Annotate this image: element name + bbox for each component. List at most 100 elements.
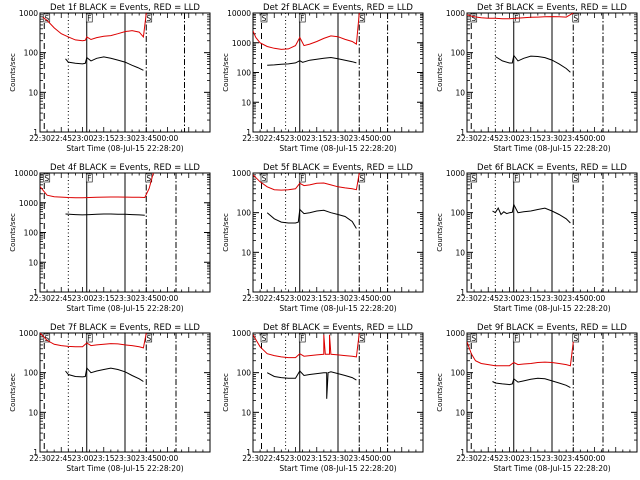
y-tick-label: 100 bbox=[237, 369, 252, 378]
flag-label: S bbox=[359, 14, 364, 23]
x-tick-label: 23:30 bbox=[327, 134, 349, 143]
series-line-events bbox=[267, 56, 357, 66]
x-tick-label: 00:00 bbox=[157, 134, 179, 143]
x-tick-label: 23:15 bbox=[306, 134, 328, 143]
y-tick-label: 1000 bbox=[19, 9, 38, 18]
y-tick-label: 100 bbox=[24, 229, 39, 238]
detector-panel-1: Det 1f BLACK = Events, RED = LLD 1 10 100 10… bbox=[9, 3, 211, 153]
y-tick-label: 1 bbox=[246, 448, 251, 457]
y-tick-label: 100 bbox=[237, 69, 252, 78]
y-tick-label: 1000 bbox=[19, 329, 38, 338]
x-tick-label: 22:45 bbox=[263, 294, 285, 303]
x-tick-label: 23:45 bbox=[562, 134, 584, 143]
x-tick-label: 23:15 bbox=[520, 454, 542, 463]
flag-box bbox=[260, 333, 268, 343]
x-axis-label: Start Time (08-Jul-15 22:28:20) bbox=[279, 144, 396, 153]
x-axis-label: Start Time (08-Jul-15 22:28:20) bbox=[66, 464, 183, 473]
flag-box bbox=[260, 173, 268, 183]
flag-label: S bbox=[146, 334, 151, 343]
x-tick-label: 23:15 bbox=[520, 294, 542, 303]
x-tick-label: 23:00 bbox=[499, 294, 521, 303]
y-tick-label: 1000 bbox=[232, 329, 251, 338]
flag-label: S bbox=[44, 334, 49, 343]
y-tick-label: 1000 bbox=[446, 329, 465, 338]
y-tick-label: 1 bbox=[460, 288, 465, 297]
series-line-events bbox=[266, 208, 357, 229]
x-tick-label: 23:45 bbox=[562, 294, 584, 303]
flag-label: S bbox=[44, 174, 49, 183]
flag-label: F bbox=[87, 174, 91, 183]
y-tick-label: 100 bbox=[24, 369, 39, 378]
flag-label: F bbox=[514, 334, 518, 343]
y-axis-label: Counts/sec bbox=[436, 373, 444, 412]
x-tick-label: 23:00 bbox=[72, 134, 94, 143]
series-line-lld bbox=[40, 173, 154, 199]
x-tick-label: 23:45 bbox=[348, 134, 370, 143]
x-tick-label: 22:45 bbox=[50, 134, 72, 143]
x-tick-label: 23:30 bbox=[114, 454, 136, 463]
x-tick-label: 23:30 bbox=[541, 294, 563, 303]
detector-panel-4: Det 4f BLACK = Events, RED = LLD 1 10 100 10… bbox=[9, 163, 211, 313]
flag-box bbox=[512, 333, 520, 343]
x-tick-label: 23:15 bbox=[520, 134, 542, 143]
series-line-lld bbox=[253, 173, 360, 191]
series-line-events bbox=[65, 213, 145, 216]
x-tick-label: 23:45 bbox=[135, 134, 157, 143]
panel-title: Det 5f BLACK = Events, RED = LLD bbox=[263, 163, 413, 173]
x-tick-label: 22:30 bbox=[456, 294, 478, 303]
x-tick-label: 22:30 bbox=[242, 454, 264, 463]
y-tick-label: 1000 bbox=[19, 199, 38, 208]
detector-panel-5: Det 5f BLACK = Events, RED = LLD 1 10 100 10… bbox=[222, 163, 424, 313]
x-tick-label: 22:30 bbox=[29, 134, 51, 143]
x-tick-label: 23:15 bbox=[306, 454, 328, 463]
series-line-events bbox=[65, 367, 144, 382]
flag-box bbox=[470, 173, 478, 183]
flag-label: S bbox=[359, 174, 364, 183]
x-tick-label: 23:30 bbox=[541, 454, 563, 463]
x-tick-label: 23:45 bbox=[348, 294, 370, 303]
series-line-lld bbox=[253, 333, 360, 359]
y-tick-label: 1 bbox=[246, 288, 251, 297]
y-axis-label: Counts/sec bbox=[9, 213, 17, 252]
detector-panel-8: Det 8f BLACK = Events, RED = LLD 1 10 100 10… bbox=[222, 323, 424, 473]
x-tick-label: 00:00 bbox=[370, 454, 392, 463]
x-tick-label: 23:15 bbox=[93, 454, 115, 463]
panel-title: Det 9f BLACK = Events, RED = LLD bbox=[477, 323, 627, 333]
y-tick-label: 100 bbox=[451, 49, 466, 58]
y-tick-label: 1 bbox=[246, 128, 251, 137]
y-tick-label: 100 bbox=[451, 209, 466, 218]
flag-label: S bbox=[44, 14, 49, 23]
x-tick-label: 23:45 bbox=[135, 294, 157, 303]
x-tick-label: 22:30 bbox=[456, 454, 478, 463]
flag-label: S bbox=[471, 14, 476, 23]
x-tick-label: 23:00 bbox=[72, 454, 94, 463]
y-tick-label: 1 bbox=[33, 448, 38, 457]
flag-box bbox=[260, 13, 268, 23]
y-tick-label: 1000 bbox=[232, 169, 251, 178]
panel-title: Det 2f BLACK = Events, RED = LLD bbox=[263, 3, 413, 13]
y-tick-label: 1 bbox=[33, 288, 38, 297]
panel-title: Det 1f BLACK = Events, RED = LLD bbox=[50, 3, 200, 13]
x-axis-label: Start Time (08-Jul-15 22:28:20) bbox=[493, 464, 610, 473]
flag-label: S bbox=[573, 14, 578, 23]
detector-panel-2: Det 2f BLACK = Events, RED = LLD 1 10 100 10… bbox=[222, 3, 424, 153]
series-line-lld bbox=[42, 13, 147, 42]
y-tick-label: 1000 bbox=[232, 39, 251, 48]
flag-box bbox=[572, 13, 580, 23]
y-tick-label: 10 bbox=[455, 88, 465, 97]
flag-label: S bbox=[146, 14, 151, 23]
x-tick-label: 23:15 bbox=[93, 134, 115, 143]
y-axis-label: Counts/sec bbox=[9, 373, 17, 412]
x-tick-label: 00:00 bbox=[370, 294, 392, 303]
y-tick-label: 10 bbox=[455, 248, 465, 257]
y-tick-label: 1 bbox=[33, 128, 38, 137]
x-axis-label: Start Time (08-Jul-15 22:28:20) bbox=[493, 304, 610, 313]
y-tick-label: 10 bbox=[28, 88, 38, 97]
y-tick-label: 1 bbox=[460, 448, 465, 457]
flag-label: S bbox=[359, 334, 364, 343]
y-axis-label: Counts/sec bbox=[222, 373, 230, 412]
x-tick-label: 23:00 bbox=[285, 454, 307, 463]
x-tick-label: 23:15 bbox=[93, 294, 115, 303]
x-axis-label: Start Time (08-Jul-15 22:28:20) bbox=[66, 304, 183, 313]
flag-label: S bbox=[471, 334, 476, 343]
